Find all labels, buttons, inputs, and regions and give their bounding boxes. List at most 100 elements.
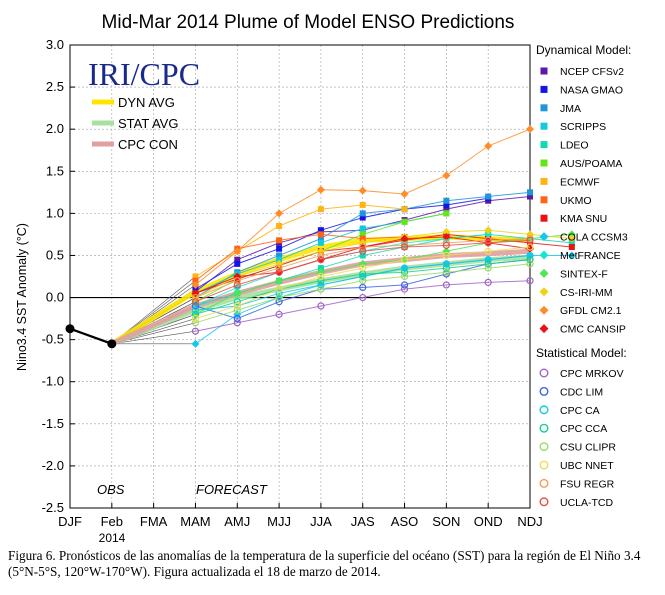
- x-tick-label: FMA: [140, 514, 168, 529]
- x-tick-label: DJF: [58, 514, 82, 529]
- model-point: [276, 237, 283, 244]
- legend-swatch: [540, 67, 548, 75]
- observed-point: [107, 339, 117, 349]
- x-tick-label: OND: [474, 514, 503, 529]
- model-point: [400, 234, 409, 243]
- model-point: [317, 227, 324, 234]
- model-point: [317, 251, 325, 260]
- model-point: [400, 256, 409, 264]
- model-point: [401, 218, 408, 225]
- legend-label: KMA SNU: [560, 213, 607, 225]
- model-point: [526, 260, 534, 268]
- model-point: [233, 277, 241, 285]
- legend-swatch: [539, 442, 549, 452]
- model-point: [526, 236, 534, 244]
- legend-swatch: [540, 85, 548, 93]
- model-point: [567, 230, 576, 239]
- legend-swatch: [540, 141, 548, 149]
- legend-swatch: [540, 196, 548, 204]
- legend-swatch: [539, 460, 549, 470]
- legend-label: NASA GMAO: [560, 84, 623, 96]
- model-point: [234, 260, 241, 267]
- model-point: [276, 252, 283, 259]
- model-point: [276, 245, 283, 252]
- legend-label: UBC NNET: [560, 460, 614, 472]
- x-tick-label: Feb: [101, 514, 123, 529]
- model-point: [317, 239, 324, 246]
- model-point: [443, 201, 450, 208]
- model-series-line: [195, 204, 405, 277]
- model-point: [317, 277, 325, 285]
- model-point: [275, 310, 283, 318]
- model-point: [359, 277, 367, 285]
- model-series-line: [195, 259, 531, 320]
- legend-swatch: [540, 122, 548, 130]
- legend-label: NCEP CFSv2: [560, 66, 624, 78]
- model-point: [484, 230, 493, 239]
- legend-swatch: [539, 324, 549, 334]
- legend-swatch: [539, 250, 549, 260]
- averages-legend: DYN AVG STAT AVG CPC CON: [92, 95, 178, 152]
- figure-caption: Figura 6. Pronósticos de las anomalías d…: [8, 548, 641, 579]
- model-point: [442, 232, 451, 241]
- model-point: [568, 239, 575, 246]
- model-point: [233, 314, 241, 323]
- y-tick-label: 0.0: [46, 290, 64, 305]
- model-point: [191, 327, 200, 335]
- legend-label: CPC MRKOV: [560, 368, 624, 380]
- model-point: [276, 256, 283, 263]
- model-point: [526, 244, 534, 253]
- model-point: [191, 298, 200, 306]
- model-point: [484, 239, 492, 247]
- model-point: [442, 264, 450, 272]
- x-tick-label: MJJ: [267, 514, 291, 529]
- model-point: [400, 190, 409, 199]
- model-point: [191, 319, 200, 327]
- model-point: [526, 125, 534, 134]
- model-point: [442, 281, 450, 289]
- y-tick-label: 1.0: [46, 205, 64, 220]
- legend-swatch: [540, 214, 548, 222]
- legend-swatch: [539, 497, 549, 507]
- average-legend-label: CPC CON: [118, 137, 178, 152]
- x-tick-label: JAS: [351, 514, 375, 529]
- model-point: [359, 243, 367, 251]
- model-point: [567, 234, 576, 243]
- legend-label: SCRIPPS: [560, 121, 606, 133]
- model-point: [526, 251, 534, 260]
- model-point: [442, 241, 450, 249]
- model-point: [234, 256, 241, 263]
- model-series-line: [195, 259, 531, 315]
- legend-label: GFDL CM2.1: [560, 305, 622, 317]
- model-series-line: [195, 233, 405, 282]
- model-series-line: [195, 239, 531, 303]
- model-point: [191, 280, 200, 289]
- model-point: [275, 298, 283, 306]
- model-point: [442, 227, 451, 236]
- model-point: [359, 283, 367, 292]
- model-point: [275, 289, 283, 297]
- y-tick-label: -1.5: [42, 416, 64, 431]
- model-point: [400, 272, 409, 281]
- average-series-line: [110, 234, 531, 346]
- model-point: [275, 293, 283, 302]
- model-point: [233, 247, 242, 256]
- dynamical-legend-title: Dynamical Model:: [536, 43, 631, 57]
- model-point: [442, 268, 450, 276]
- model-point: [359, 210, 366, 217]
- model-point: [316, 185, 325, 194]
- model-point: [317, 265, 324, 272]
- model-point: [484, 142, 493, 151]
- legend-swatch: [539, 268, 549, 278]
- model-point: [359, 293, 367, 302]
- model-point: [275, 276, 284, 285]
- model-series-line: [195, 229, 572, 298]
- model-point: [443, 206, 450, 213]
- model-point: [526, 243, 534, 251]
- model-point: [192, 273, 199, 280]
- x-tick-label: JJA: [310, 514, 332, 529]
- legend-label: MetFRANCE: [560, 250, 621, 262]
- model-point: [233, 306, 241, 314]
- legend-label: CMC CANSIP: [560, 324, 626, 336]
- model-point: [359, 252, 366, 259]
